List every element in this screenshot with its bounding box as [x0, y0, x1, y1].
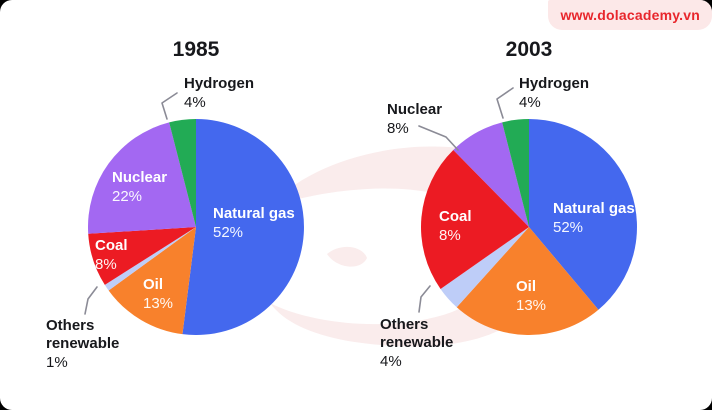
label-nuclear-1985: Nuclear 22%: [112, 168, 167, 206]
leader-hydrogen-1985: [161, 92, 178, 120]
segment-percent: 8%: [95, 256, 117, 273]
segment-percent: 22%: [112, 188, 143, 205]
label-others-renewable-1985: Others renewable 1%: [46, 317, 134, 372]
label-coal-1985: Coal 8%: [95, 236, 128, 274]
segment-name: Nuclear: [387, 101, 443, 118]
label-others-renewable-2003: Others renewable 4%: [380, 316, 468, 371]
pie-chart-1985: [88, 119, 304, 335]
segment-percent: 4%: [380, 353, 402, 370]
segment-name: Hydrogen: [184, 75, 255, 92]
pie-segment-others-renewable: [104, 227, 196, 291]
segment-name: Nuclear: [112, 169, 168, 186]
pie-segment-hydrogen: [502, 119, 529, 227]
watermark-thumb: [327, 246, 367, 267]
website-url: www.dolacademy.vn: [560, 7, 700, 23]
segment-percent: 52%: [553, 219, 584, 236]
segment-name: Natural gas: [553, 200, 635, 217]
segment-percent: 1%: [46, 354, 68, 371]
segment-name: Others renewable: [380, 316, 454, 351]
label-coal-2003: Coal 8%: [439, 207, 472, 245]
label-oil-1985: Oil 13%: [143, 275, 173, 313]
pie-segment-nuclear: [88, 122, 196, 234]
pie-segment-coal: [88, 227, 196, 285]
pie-segment-natural-gas: [182, 119, 304, 335]
pie-segment-oil: [456, 227, 599, 335]
label-natural-gas-2003: Natural gas 52%: [553, 199, 635, 237]
segment-percent: 52%: [213, 224, 244, 241]
segment-percent: 13%: [516, 297, 547, 314]
pie-segment-others-renewable: [440, 227, 529, 308]
chart-title-1985: 1985: [172, 38, 220, 61]
segment-name: Coal: [95, 237, 128, 254]
pie-segment-oil: [108, 227, 196, 335]
label-nuclear-2003: Nuclear 8%: [387, 100, 442, 138]
label-oil-2003: Oil 13%: [516, 277, 546, 315]
segment-name: Others renewable: [46, 317, 120, 352]
pie-chart-2003: [421, 119, 637, 335]
pie-segment-hydrogen: [169, 119, 196, 227]
pie-segment-natural-gas: [529, 119, 637, 310]
pie-segment-coal: [421, 149, 529, 289]
segment-percent: 4%: [519, 94, 541, 111]
label-natural-gas-1985: Natural gas 52%: [213, 204, 295, 242]
segment-name: Natural gas: [213, 205, 295, 222]
pie-segment-nuclear: [453, 122, 529, 227]
segment-name: Hydrogen: [519, 75, 590, 92]
segment-name: Coal: [439, 208, 472, 225]
segment-percent: 8%: [387, 120, 409, 137]
segment-percent: 4%: [184, 94, 206, 111]
segment-percent: 8%: [439, 227, 461, 244]
segment-percent: 13%: [143, 295, 174, 312]
chart-title-2003: 2003: [505, 38, 553, 61]
label-hydrogen-1985: Hydrogen 4%: [184, 74, 254, 112]
label-hydrogen-2003: Hydrogen 4%: [519, 74, 589, 112]
segment-name: Oil: [143, 276, 164, 293]
leader-hydrogen-2003: [496, 87, 514, 119]
website-badge: www.dolacademy.vn: [548, 0, 712, 30]
segment-name: Oil: [516, 278, 537, 295]
